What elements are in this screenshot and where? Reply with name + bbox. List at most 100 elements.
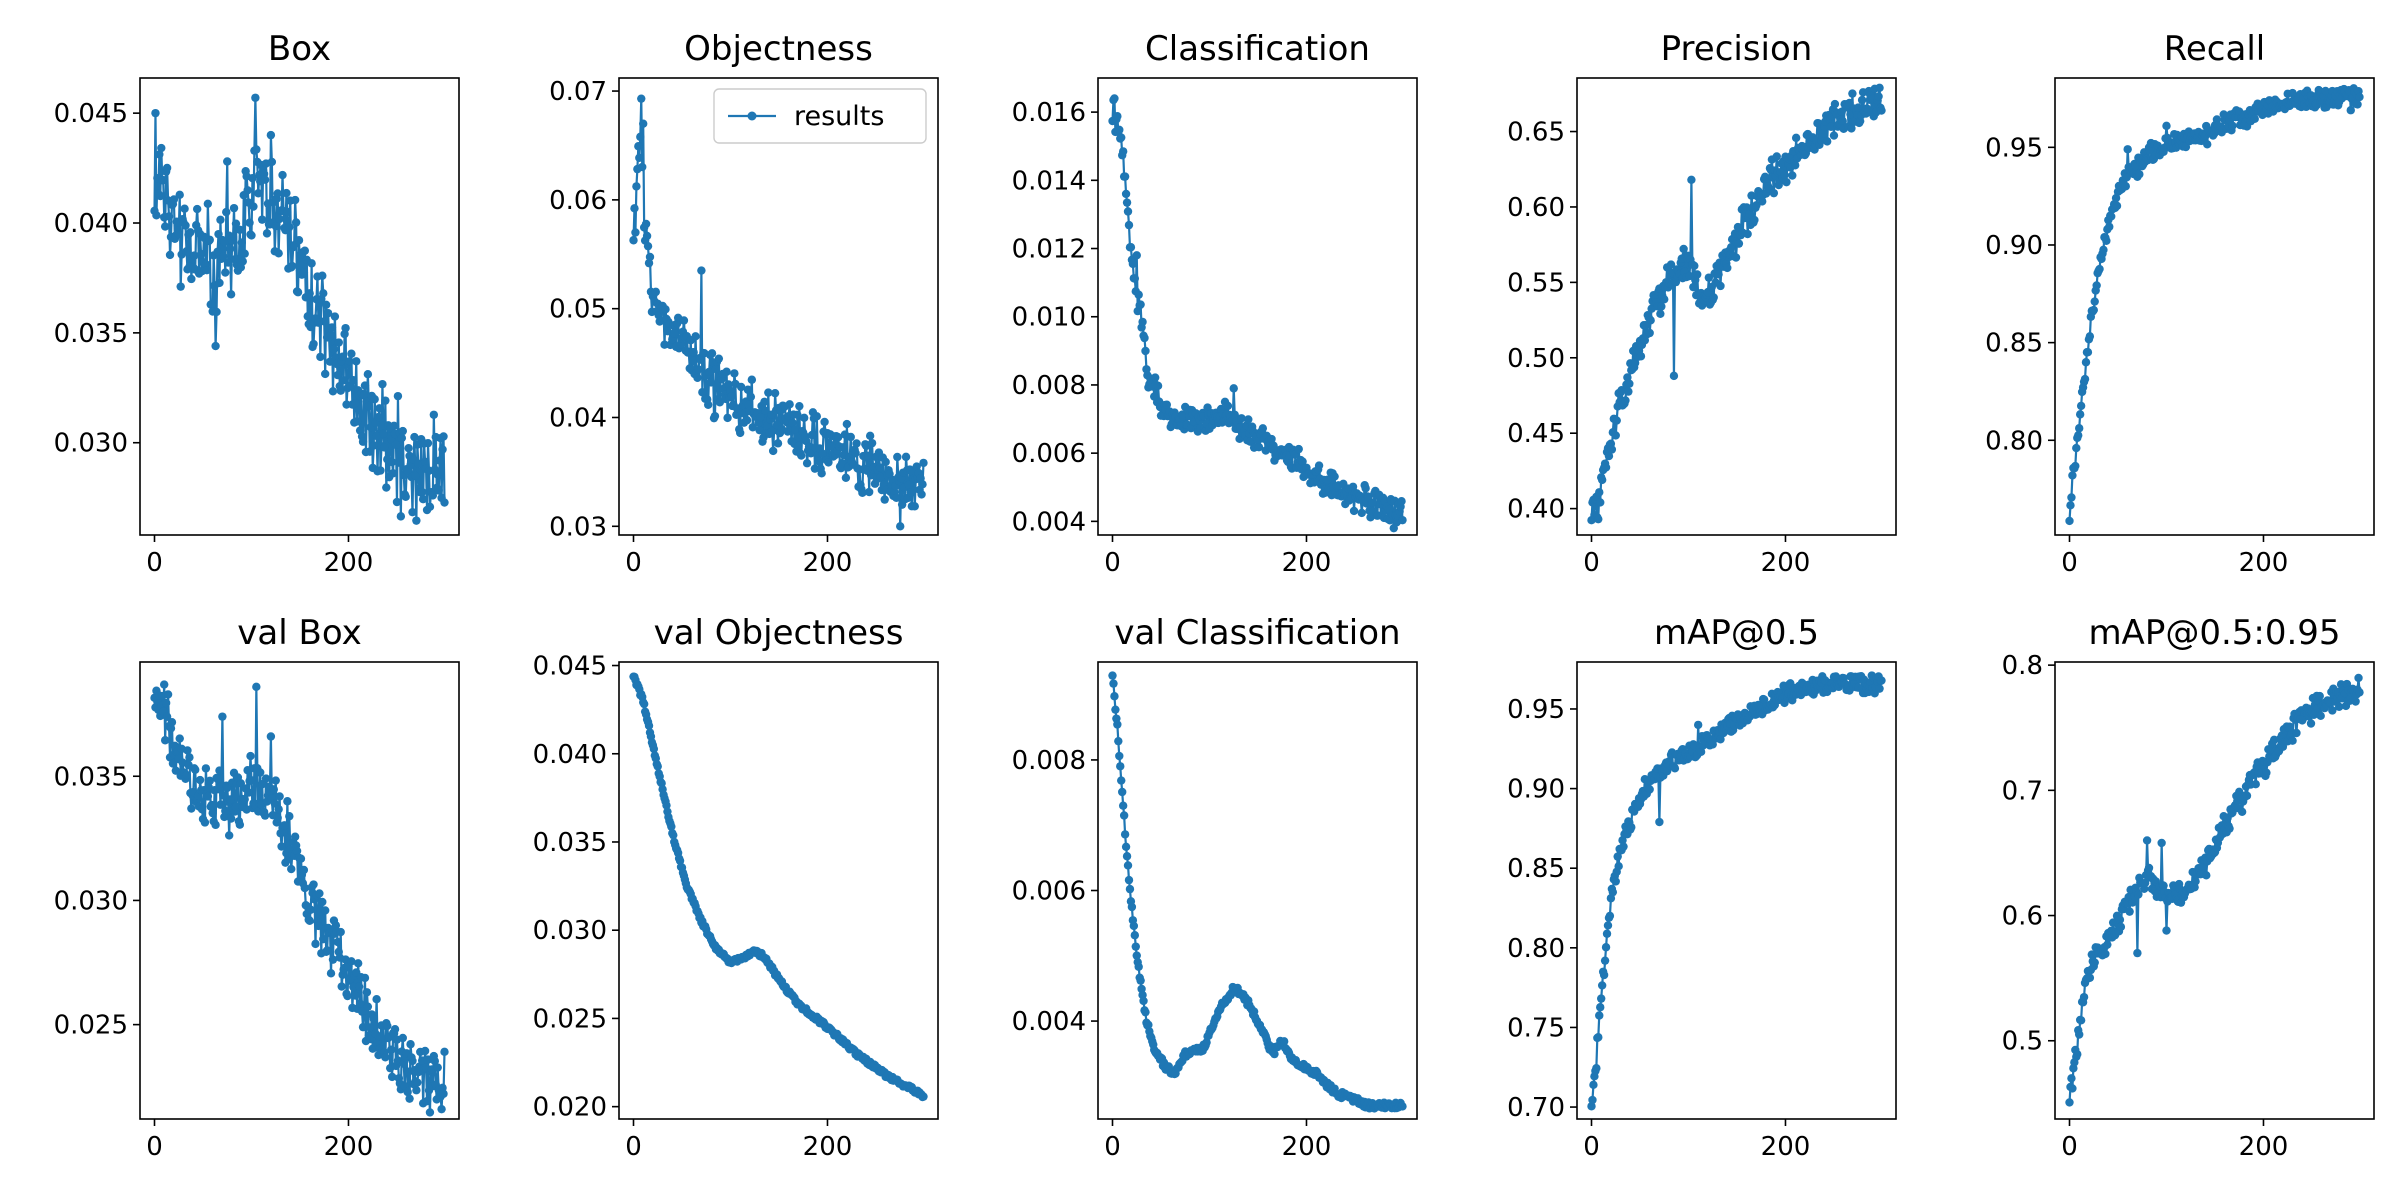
- data-point: [901, 452, 911, 462]
- data-point: [2068, 1084, 2077, 1093]
- data-point: [1645, 328, 1654, 338]
- data-point: [865, 431, 875, 441]
- data-point: [918, 480, 927, 489]
- data-point: [169, 195, 179, 204]
- data-point: [756, 412, 765, 422]
- data-point: [1594, 1033, 1603, 1042]
- data-point: [425, 502, 435, 512]
- x-tick-label: 200: [803, 548, 853, 578]
- data-point: [1111, 705, 1120, 714]
- x-tick-label: 200: [324, 1132, 374, 1162]
- y-tick-label: 0.014: [1012, 166, 1086, 196]
- data-point: [433, 1063, 442, 1072]
- data-point: [283, 797, 292, 806]
- data-point: [1125, 884, 1135, 894]
- data-point: [1716, 281, 1725, 291]
- data-point: [418, 495, 428, 504]
- y-tick-label: 0.020: [533, 1093, 607, 1123]
- data-point: [273, 813, 282, 823]
- data-point: [763, 421, 772, 430]
- data-point: [2228, 121, 2237, 130]
- data-point: [1398, 515, 1407, 525]
- data-point: [1298, 457, 1307, 466]
- y-tick-label: 0.040: [54, 209, 128, 239]
- data-point: [353, 959, 363, 968]
- data-point: [1745, 209, 1754, 219]
- y-tick-label: 0.90: [1507, 775, 1565, 805]
- y-tick-label: 0.06: [549, 186, 607, 216]
- data-point: [176, 282, 185, 291]
- data-point: [1877, 676, 1886, 685]
- data-point: [1612, 416, 1621, 425]
- data-point: [1244, 415, 1253, 424]
- data-point: [864, 487, 874, 497]
- data-point: [698, 388, 707, 397]
- x-tick-label: 200: [1761, 548, 1811, 578]
- data-point: [355, 999, 365, 1008]
- data-point: [2112, 201, 2122, 211]
- data-point: [1604, 451, 1614, 461]
- data-point: [275, 214, 284, 224]
- data-point: [251, 93, 260, 102]
- data-point: [213, 247, 222, 256]
- data-point: [824, 458, 833, 467]
- data-point: [1130, 274, 1140, 283]
- y-tick-label: 0.70: [1507, 1093, 1565, 1123]
- data-point: [2099, 245, 2108, 255]
- data-point: [637, 94, 646, 103]
- series-line-results: [633, 675, 924, 1099]
- data-point: [248, 173, 257, 183]
- data-point: [369, 1014, 378, 1024]
- data-point: [1731, 253, 1741, 262]
- data-point: [1237, 414, 1246, 423]
- data-point: [207, 299, 216, 309]
- data-point: [707, 349, 717, 358]
- data-point: [791, 425, 800, 434]
- chart-map50: mAP@0.5 0 200 0.70 0.75 0.80 0.85 0.90 0.95: [1507, 613, 1897, 1162]
- data-point: [917, 490, 926, 499]
- data-point: [2125, 907, 2134, 916]
- data-point: [1110, 692, 1119, 701]
- data-point: [1848, 89, 1857, 98]
- data-point: [1123, 861, 1133, 870]
- data-point: [266, 130, 276, 140]
- data-point: [768, 446, 778, 456]
- data-point: [1696, 747, 1706, 757]
- data-point: [785, 400, 794, 409]
- data-point: [224, 258, 233, 267]
- y-tick-label: 0.010: [1012, 303, 1086, 333]
- data-point: [1258, 424, 1268, 433]
- data-point: [2107, 212, 2116, 221]
- data-point: [1254, 442, 1264, 452]
- data-point: [319, 289, 328, 298]
- data-point: [429, 410, 439, 419]
- data-point: [191, 765, 200, 774]
- data-point: [1617, 386, 1626, 395]
- data-point: [2123, 145, 2132, 154]
- data-point: [278, 170, 287, 180]
- data-point: [910, 502, 919, 511]
- data-point: [351, 991, 360, 1000]
- data-point: [1118, 801, 1128, 810]
- data-point: [275, 792, 284, 801]
- data-point: [867, 438, 877, 448]
- data-point: [224, 831, 234, 840]
- data-point: [649, 744, 659, 754]
- data-point: [316, 352, 325, 362]
- data-point: [2111, 193, 2121, 203]
- data-point: [1782, 177, 1791, 187]
- data-point: [322, 946, 332, 955]
- data-point: [2074, 431, 2083, 440]
- data-point: [661, 305, 670, 314]
- data-point: [186, 228, 195, 237]
- data-point: [379, 429, 388, 438]
- data-point: [391, 440, 401, 449]
- axes-frame: [139, 77, 460, 536]
- data-point: [163, 690, 173, 699]
- data-point: [1150, 373, 1160, 382]
- data-point: [160, 222, 170, 231]
- data-point: [1829, 131, 1839, 140]
- data-point: [240, 249, 249, 258]
- y-tick-label: 0.55: [1507, 268, 1565, 298]
- data-point: [196, 249, 206, 259]
